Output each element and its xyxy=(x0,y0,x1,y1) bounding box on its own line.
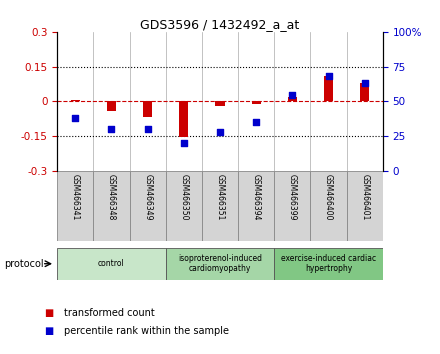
FancyBboxPatch shape xyxy=(129,171,166,241)
Text: GSM466399: GSM466399 xyxy=(288,174,297,221)
FancyBboxPatch shape xyxy=(274,248,383,280)
FancyBboxPatch shape xyxy=(166,171,202,241)
FancyBboxPatch shape xyxy=(57,248,166,280)
Point xyxy=(144,126,151,132)
Text: GSM466351: GSM466351 xyxy=(216,174,224,220)
FancyBboxPatch shape xyxy=(238,171,274,241)
Bar xyxy=(180,102,188,137)
Text: percentile rank within the sample: percentile rank within the sample xyxy=(64,326,229,336)
Text: ■: ■ xyxy=(44,308,53,318)
Text: GSM466400: GSM466400 xyxy=(324,174,333,221)
FancyBboxPatch shape xyxy=(57,171,93,241)
Point xyxy=(289,92,296,97)
FancyBboxPatch shape xyxy=(93,171,129,241)
FancyBboxPatch shape xyxy=(347,171,383,241)
FancyBboxPatch shape xyxy=(311,171,347,241)
Text: control: control xyxy=(98,259,125,268)
Title: GDS3596 / 1432492_a_at: GDS3596 / 1432492_a_at xyxy=(140,18,300,31)
Text: GSM466348: GSM466348 xyxy=(107,174,116,220)
Point xyxy=(216,129,224,135)
Text: ■: ■ xyxy=(44,326,53,336)
Point xyxy=(325,74,332,79)
Point xyxy=(180,141,187,146)
Point xyxy=(108,126,115,132)
Bar xyxy=(143,102,152,116)
Text: GSM466350: GSM466350 xyxy=(180,174,188,221)
Text: isoproterenol-induced
cardiomyopathy: isoproterenol-induced cardiomyopathy xyxy=(178,254,262,273)
Text: GSM466394: GSM466394 xyxy=(252,174,260,221)
Bar xyxy=(71,100,80,102)
FancyBboxPatch shape xyxy=(202,171,238,241)
Bar xyxy=(252,102,260,104)
Bar xyxy=(324,76,333,102)
Bar xyxy=(107,102,116,111)
Point xyxy=(253,120,260,125)
Bar xyxy=(360,83,369,102)
FancyBboxPatch shape xyxy=(166,248,274,280)
Point xyxy=(361,81,368,86)
FancyBboxPatch shape xyxy=(274,171,311,241)
Text: GSM466349: GSM466349 xyxy=(143,174,152,221)
Text: protocol: protocol xyxy=(4,259,44,269)
Text: transformed count: transformed count xyxy=(64,308,154,318)
Text: GSM466341: GSM466341 xyxy=(71,174,80,220)
Bar xyxy=(288,97,297,102)
Text: GSM466401: GSM466401 xyxy=(360,174,369,220)
Point xyxy=(72,115,79,121)
Text: exercise-induced cardiac
hypertrophy: exercise-induced cardiac hypertrophy xyxy=(281,254,376,273)
Bar xyxy=(216,102,224,106)
